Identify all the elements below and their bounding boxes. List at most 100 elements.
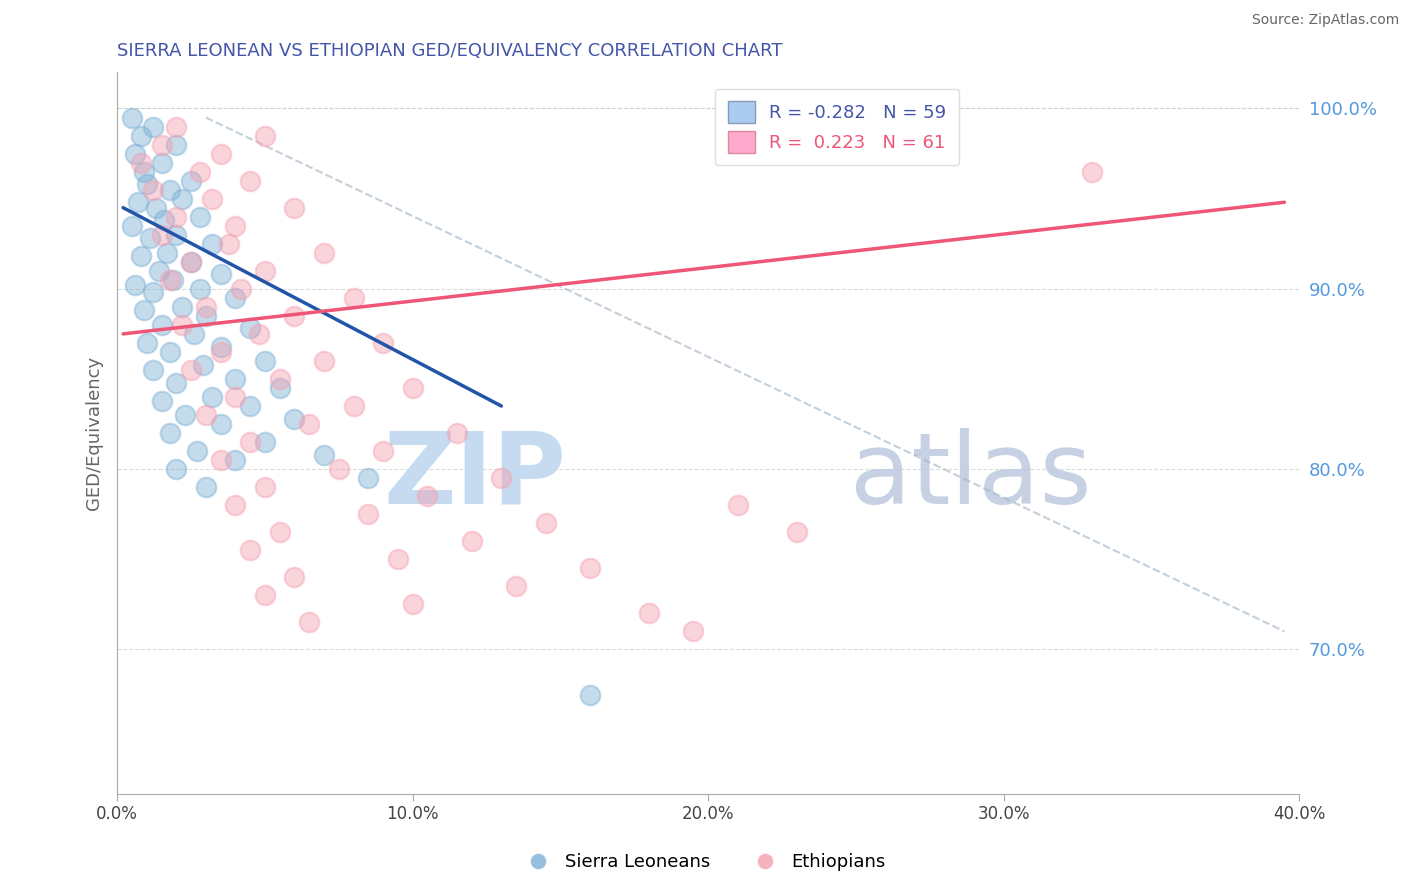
Point: [153, 213, 176, 227]
Point: [373, 335, 395, 350]
Point: [904, 146, 927, 161]
Point: [132, 164, 155, 178]
Point: [247, 326, 270, 341]
Point: [191, 358, 214, 372]
Point: [194, 309, 217, 323]
Point: [159, 273, 181, 287]
Point: [209, 146, 232, 161]
Point: [312, 245, 335, 260]
Point: [194, 480, 217, 494]
Point: [269, 525, 291, 540]
Point: [188, 164, 211, 178]
Point: [786, 525, 808, 540]
Point: [159, 183, 181, 197]
Text: ZIP: ZIP: [384, 428, 567, 524]
Point: [357, 507, 380, 521]
Point: [162, 273, 184, 287]
Point: [165, 376, 187, 390]
Point: [224, 372, 246, 386]
Point: [1081, 164, 1104, 178]
Point: [253, 354, 276, 368]
Point: [402, 381, 425, 395]
Point: [209, 345, 232, 359]
Point: [446, 425, 468, 440]
Point: [491, 471, 513, 485]
Point: [186, 444, 208, 458]
Point: [201, 192, 224, 206]
Point: [342, 291, 364, 305]
Point: [387, 552, 409, 566]
Point: [194, 300, 217, 314]
Point: [269, 372, 291, 386]
Point: [180, 173, 202, 187]
Point: [638, 607, 661, 621]
Point: [328, 462, 350, 476]
Point: [239, 173, 262, 187]
Text: SIERRA LEONEAN VS ETHIOPIAN GED/EQUIVALENCY CORRELATION CHART: SIERRA LEONEAN VS ETHIOPIAN GED/EQUIVALE…: [117, 42, 783, 60]
Point: [505, 579, 527, 593]
Text: Source: ZipAtlas.com: Source: ZipAtlas.com: [1251, 13, 1399, 28]
Point: [135, 335, 157, 350]
Point: [239, 435, 262, 450]
Point: [283, 570, 305, 584]
Point: [239, 399, 262, 413]
Point: [165, 227, 187, 242]
Point: [165, 210, 187, 224]
Point: [165, 137, 187, 152]
Point: [124, 278, 146, 293]
Point: [138, 231, 160, 245]
Point: [148, 264, 170, 278]
Point: [201, 236, 224, 251]
Point: [253, 264, 276, 278]
Point: [142, 363, 165, 377]
Point: [129, 249, 152, 263]
Point: [135, 178, 157, 192]
Point: [150, 393, 173, 408]
Point: [172, 300, 194, 314]
Point: [209, 339, 232, 353]
Point: [150, 227, 173, 242]
Point: [194, 408, 217, 422]
Point: [209, 417, 232, 431]
Point: [129, 128, 152, 143]
Point: [150, 155, 173, 169]
Point: [180, 363, 202, 377]
Point: [239, 321, 262, 335]
Point: [159, 425, 181, 440]
Point: [159, 345, 181, 359]
Point: [239, 543, 262, 558]
Point: [312, 354, 335, 368]
Point: [253, 128, 276, 143]
Point: [461, 534, 484, 549]
Point: [188, 282, 211, 296]
Point: [224, 291, 246, 305]
Point: [283, 201, 305, 215]
Point: [180, 254, 202, 268]
Point: [373, 444, 395, 458]
Point: [298, 417, 321, 431]
Point: [283, 309, 305, 323]
Point: [231, 282, 253, 296]
Point: [145, 201, 167, 215]
Point: [224, 390, 246, 404]
Point: [534, 516, 557, 531]
Point: [142, 285, 165, 300]
Point: [142, 183, 165, 197]
Point: [682, 624, 704, 639]
Point: [150, 137, 173, 152]
Point: [402, 598, 425, 612]
Point: [312, 448, 335, 462]
Point: [174, 408, 197, 422]
Point: [579, 561, 602, 575]
Point: [342, 399, 364, 413]
Point: [357, 471, 380, 485]
Point: [165, 462, 187, 476]
Point: [283, 411, 305, 425]
Point: [253, 588, 276, 602]
Point: [129, 155, 152, 169]
Point: [183, 326, 205, 341]
Point: [224, 453, 246, 467]
Legend: Sierra Leoneans, Ethiopians: Sierra Leoneans, Ethiopians: [513, 847, 893, 879]
Point: [156, 245, 179, 260]
Point: [218, 236, 240, 251]
